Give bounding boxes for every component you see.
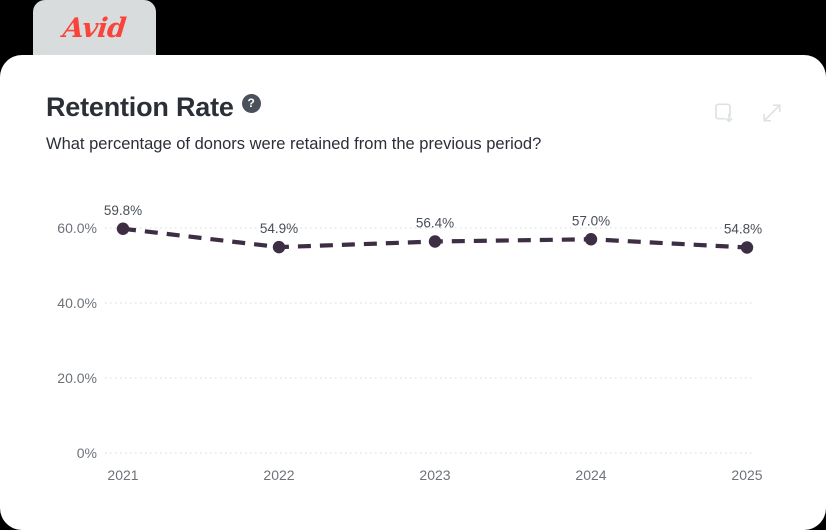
download-icon bbox=[712, 101, 736, 125]
avid-logo: Avid bbox=[61, 13, 128, 44]
y-axis-tick-label: 20.0% bbox=[57, 370, 97, 386]
header-actions bbox=[710, 99, 786, 127]
y-axis-tick-label: 60.0% bbox=[57, 220, 97, 236]
expand-icon bbox=[760, 101, 784, 125]
data-point[interactable] bbox=[428, 235, 442, 248]
expand-button[interactable] bbox=[758, 99, 786, 127]
card-subtitle: What percentage of donors were retained … bbox=[46, 134, 542, 153]
data-point[interactable] bbox=[584, 233, 598, 246]
data-point-label: 54.9% bbox=[260, 221, 298, 236]
page-title: Retention Rate bbox=[46, 92, 234, 122]
x-axis-tick-label: 2024 bbox=[575, 467, 606, 483]
data-point-label: 56.4% bbox=[416, 216, 454, 231]
app-tab[interactable]: Avid bbox=[33, 0, 156, 57]
data-point[interactable] bbox=[272, 240, 286, 254]
retention-rate-card: Retention Rate ? What percentage of dono… bbox=[0, 55, 826, 530]
y-axis-tick-label: 0% bbox=[77, 445, 97, 461]
data-point[interactable] bbox=[116, 222, 130, 235]
retention-rate-line-chart[interactable]: 0% 20.0% 40.0% 60.0% 59.8% 54.9% 56.4% 57.0% 54.… bbox=[0, 195, 826, 530]
download-button[interactable] bbox=[710, 99, 738, 127]
x-axis-tick-label: 2025 bbox=[731, 467, 762, 483]
chart-container: 0% 20.0% 40.0% 60.0% 59.8% 54.9% 56.4% 57.0% 54.… bbox=[0, 195, 826, 530]
x-axis-tick-label: 2023 bbox=[419, 467, 450, 483]
data-point-label: 54.8% bbox=[724, 222, 762, 237]
title-row: Retention Rate ? bbox=[46, 92, 780, 123]
card-header: Retention Rate ? What percentage of dono… bbox=[46, 92, 780, 154]
help-icon[interactable]: ? bbox=[241, 94, 261, 113]
y-axis-tick-label: 40.0% bbox=[57, 295, 97, 311]
x-axis-tick-label: 2022 bbox=[263, 467, 294, 483]
data-point-label: 59.8% bbox=[104, 203, 142, 218]
data-point-label: 57.0% bbox=[572, 213, 610, 228]
x-axis-tick-label: 2021 bbox=[107, 467, 138, 483]
data-point[interactable] bbox=[740, 241, 754, 254]
